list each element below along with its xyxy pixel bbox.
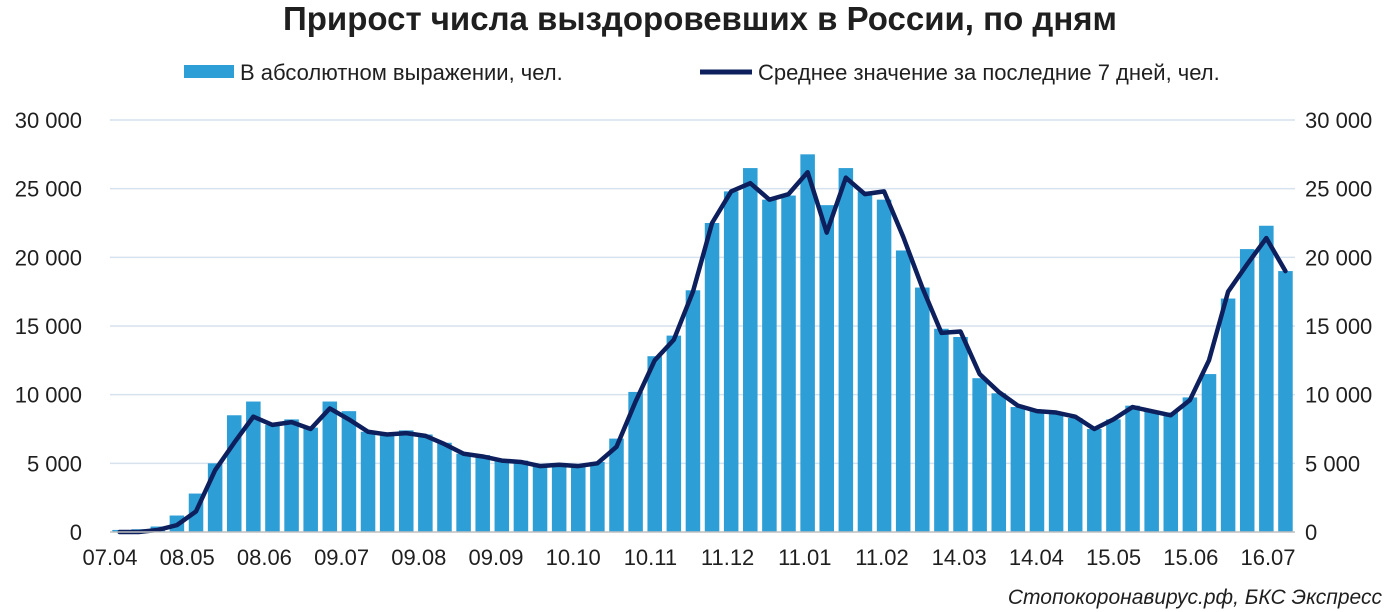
bar [246,401,261,532]
bar [685,290,701,532]
bar [972,378,987,532]
y-tick-label-right: 0 [1305,520,1317,545]
bar [360,431,376,532]
x-tick-label: 11.01 [778,545,831,570]
x-tick-label: 08.05 [160,545,215,570]
bar [475,455,490,532]
bar [1067,418,1083,532]
bar [1182,397,1198,532]
bar [571,466,586,532]
x-tick-label: 09.09 [468,545,523,570]
legend-bar-swatch [184,65,234,78]
bar [398,430,414,532]
bar [1201,374,1217,532]
y-tick-label-left: 15 000 [15,314,82,339]
x-tick-label: 14.03 [932,545,987,570]
x-tick-label: 11.02 [855,545,908,570]
x-tick-label: 10.11 [624,545,677,570]
average-line [117,169,1288,535]
bar [819,205,834,532]
y-axis-right: 0 5 000 10 000 15 000 20 000 25 000 30 000 [1305,108,1372,545]
y-tick-label-left: 10 000 [15,383,82,408]
y-tick-label-right: 25 000 [1305,177,1372,202]
bar [322,401,338,532]
x-tick-label: 16.07 [1240,545,1295,570]
bar [991,393,1007,532]
bar [494,459,510,532]
bar [1259,225,1274,532]
bar [609,438,624,532]
bar [647,356,662,532]
y-tick-label-left: 20 000 [15,245,82,270]
bar [551,464,567,532]
y-tick-label-left: 30 000 [15,108,82,133]
bar [1163,412,1179,532]
chart-title: Прирост числа выздоровевших в России, по… [283,0,1117,37]
bar [781,195,796,532]
x-tick-label: 10.10 [546,545,601,570]
y-tick-label-left: 5 000 [27,451,82,476]
y-tick-label-right: 30 000 [1305,108,1372,133]
line-series [117,169,1288,535]
bar [1278,271,1293,532]
bar [704,223,720,532]
bar [838,168,854,532]
bar [341,411,357,532]
x-axis: 07.04 08.05 08.06 09.07 09.08 09.09 10.10 10.11… [82,531,1296,570]
bar [590,461,605,532]
y-axis-left: 0 5 000 10 000 15 000 20 000 25 000 30 000 [15,108,82,545]
bar [666,335,682,532]
bar [1029,411,1045,532]
y-tick-label-left: 25 000 [15,177,82,202]
bar [379,433,395,532]
legend: В абсолютном выражении, чел. Среднее зна… [184,60,1220,85]
y-tick-label-right: 15 000 [1305,314,1372,339]
bar [743,168,758,532]
source-note: Стопокоронавирус.рф, БКС Экспресс [1008,586,1383,609]
bar [1125,405,1140,532]
bar [915,287,930,532]
bar [265,424,280,532]
bar-series [112,154,1293,532]
bar [1048,413,1064,532]
x-tick-label: 07.04 [82,545,137,570]
bar [934,328,949,532]
x-tick-label: 11.12 [701,545,754,570]
x-tick-label: 15.06 [1163,545,1218,570]
bar [762,199,777,532]
bar [723,191,739,532]
bar [1010,407,1026,532]
y-tick-label-left: 0 [70,520,82,545]
legend-bar-label: В абсолютном выражении, чел. [240,60,563,85]
gridlines [110,119,1295,465]
bar [1144,411,1159,532]
bar [437,442,452,532]
bar [628,391,643,532]
bar [953,336,968,532]
x-tick-label: 08.06 [237,545,292,570]
bar [895,250,911,532]
legend-line-label: Среднее значение за последние 7 дней, че… [758,60,1220,85]
bar [876,199,892,532]
bar [418,434,433,532]
bar [1106,419,1121,532]
bar [1087,429,1102,532]
x-tick-label: 15.05 [1086,545,1141,570]
bar [284,419,299,532]
bar [303,427,318,532]
bar [800,154,815,532]
bar [1220,298,1236,532]
bar [532,466,548,532]
bar [513,460,529,532]
x-tick-label: 09.07 [314,545,369,570]
bar [857,191,873,532]
y-tick-label-right: 5 000 [1305,451,1360,476]
x-tick-label: 14.04 [1009,545,1064,570]
y-tick-label-right: 10 000 [1305,383,1372,408]
bar [456,453,471,532]
bar [1239,249,1255,532]
y-tick-label-right: 20 000 [1305,245,1372,270]
x-tick-label: 09.08 [391,545,446,570]
